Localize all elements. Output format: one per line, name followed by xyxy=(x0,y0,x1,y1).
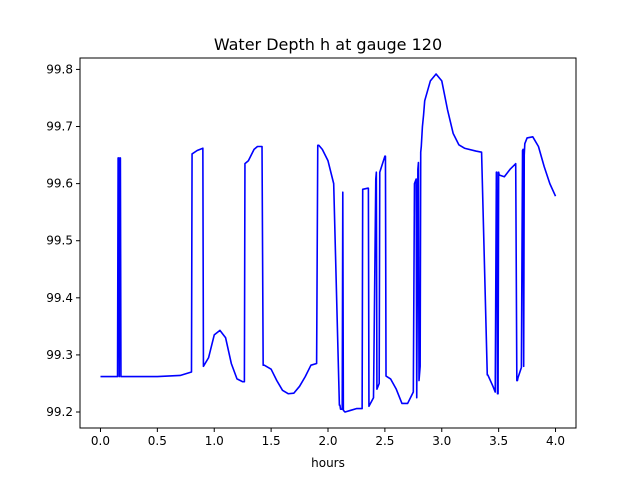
y-tick-label: 99.4 xyxy=(46,291,73,305)
x-axis-ticks: 0.0 0.5 1.0 1.5 2.0 2.5 3.0 3.5 4.0 xyxy=(91,428,565,448)
series-line xyxy=(100,73,557,413)
x-tick-label: 1.0 xyxy=(205,434,224,448)
x-tick-label: 0.0 xyxy=(91,434,110,448)
x-axis-label: hours xyxy=(311,456,345,470)
y-tick-label: 99.6 xyxy=(46,177,73,191)
chart-title: Water Depth h at gauge 120 xyxy=(214,35,442,54)
y-tick-label: 99.8 xyxy=(46,62,73,76)
y-axis-ticks: 99.2 99.3 99.4 99.5 99.6 99.7 99.8 xyxy=(46,62,80,419)
y-tick-label: 99.5 xyxy=(46,234,73,248)
plot-frame xyxy=(79,57,577,429)
plot-background xyxy=(80,58,576,428)
x-tick-label: 0.5 xyxy=(148,434,167,448)
y-tick-label: 99.2 xyxy=(46,405,73,419)
y-tick-label: 99.7 xyxy=(46,120,73,134)
x-tick-label: 1.5 xyxy=(262,434,281,448)
x-tick-label: 3.5 xyxy=(489,434,508,448)
y-tick-label: 99.3 xyxy=(46,348,73,362)
x-tick-label: 2.5 xyxy=(375,434,394,448)
x-tick-label: 3.0 xyxy=(432,434,451,448)
x-tick-label: 2.0 xyxy=(318,434,337,448)
x-tick-label: 4.0 xyxy=(546,434,565,448)
